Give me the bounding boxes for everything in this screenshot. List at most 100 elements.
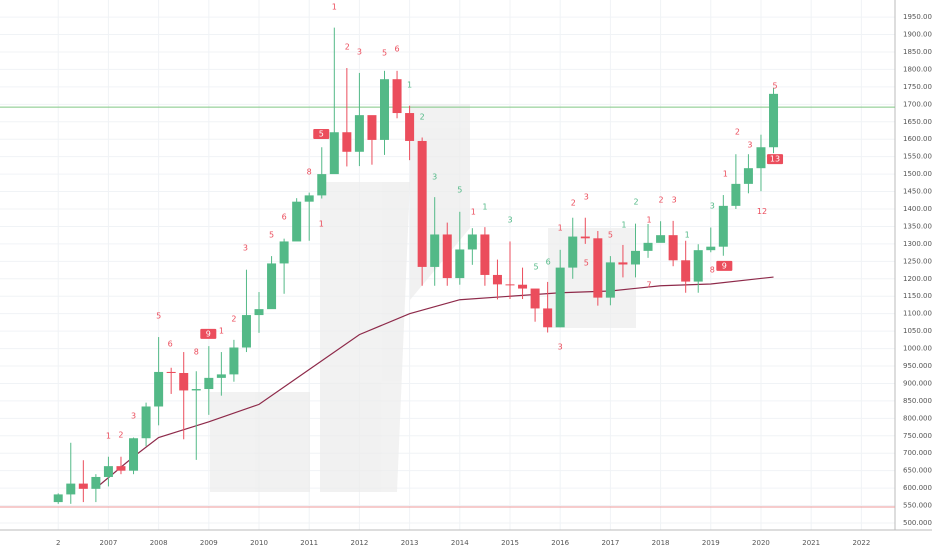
annotation: 2 (231, 314, 236, 323)
y-tick-label: 1400.000 (903, 205, 932, 213)
candle-body (718, 205, 728, 247)
annotation: 7 (646, 281, 651, 290)
annotation: 2 (420, 113, 425, 122)
annotation: 1 (685, 231, 690, 240)
annotation: 5 (608, 231, 613, 240)
candle-body (392, 79, 402, 114)
y-tick-label: 1850.000 (903, 48, 932, 56)
annotation: 6 (282, 213, 287, 222)
x-tick-label: 2017 (601, 539, 619, 547)
y-tick-label: 900.000 (903, 379, 932, 387)
candle-body (417, 140, 427, 267)
candle-body (480, 234, 490, 275)
y-tick-label: 550.000 (903, 502, 932, 510)
candle-body (342, 132, 352, 152)
candle-body (656, 235, 666, 243)
annotation: 1 (558, 223, 563, 232)
candle-body (743, 168, 753, 184)
annotation: 2 (118, 431, 123, 440)
annotation: 3 (672, 195, 677, 204)
candle-body (580, 236, 590, 239)
candle-body (731, 183, 741, 206)
annotation: 2 (735, 128, 740, 137)
annotation: 3 (747, 141, 752, 150)
y-tick-label: 1150.000 (903, 292, 932, 300)
candle-body (630, 250, 640, 265)
candle-body (756, 147, 766, 169)
y-tick-label: 1650.000 (903, 118, 932, 126)
y-tick-label: 1000.000 (903, 345, 932, 353)
candle-body (430, 234, 440, 267)
annotation: 5 (319, 129, 324, 138)
annotation: 9 (206, 329, 211, 338)
x-tick-label: 2009 (200, 539, 218, 547)
x-tick-label: 2010 (250, 539, 268, 547)
x-tick-label: 2013 (401, 539, 419, 547)
candle-body (216, 374, 226, 378)
annotation: 1 (621, 221, 626, 230)
annotation: 2 (345, 43, 350, 52)
candle-body (593, 238, 603, 298)
x-tick-label: 2 (56, 539, 60, 547)
annotation: 1 (723, 170, 728, 179)
annotation: 3 (584, 193, 589, 202)
annotation-box (767, 154, 784, 165)
candle-body (605, 262, 615, 298)
annotation: 5 (457, 186, 462, 195)
candle-body (267, 263, 277, 310)
x-tick-label: 2019 (702, 539, 720, 547)
y-tick-label: 1900.000 (903, 31, 932, 39)
candle-body (505, 284, 515, 286)
y-tick-label: 500.000 (903, 519, 932, 527)
candle-body (467, 234, 477, 250)
candle-body (706, 246, 716, 251)
annotation: 1 (319, 220, 324, 229)
y-tick-label: 700.000 (903, 449, 932, 457)
candle-body (129, 438, 139, 471)
annotation: 8 (194, 348, 199, 357)
candle-body (229, 347, 239, 375)
annotation: 13 (770, 155, 780, 164)
candle-body (241, 315, 251, 348)
x-tick-label: 2016 (551, 539, 569, 547)
candle-body (769, 93, 779, 148)
shade (320, 182, 410, 492)
candle-body (442, 234, 452, 279)
annotation: 5 (772, 82, 777, 91)
y-tick-label: 1550.000 (903, 153, 932, 161)
y-tick-label: 1700.000 (903, 100, 932, 108)
candle-body (204, 377, 214, 390)
x-tick-label: 2014 (451, 539, 469, 547)
annotation: 5 (534, 262, 539, 271)
y-tick-label: 1450.000 (903, 188, 932, 196)
annotation: 2 (633, 198, 638, 207)
annotation: 6 (168, 340, 173, 349)
annotation: 2 (571, 199, 576, 208)
candle-body (154, 371, 164, 407)
candle-body (179, 372, 189, 391)
candle-body (141, 406, 151, 439)
candle-body (354, 115, 364, 152)
y-tick-label: 1950.000 (903, 13, 932, 21)
x-tick-label: 2012 (350, 539, 368, 547)
y-tick-label: 850.000 (903, 397, 932, 405)
annotation: 1 (219, 327, 224, 336)
y-tick-label: 1800.000 (903, 65, 932, 73)
candle-body (191, 389, 201, 391)
candle-body (329, 132, 339, 175)
candle-body (405, 113, 415, 141)
candle-body (53, 494, 63, 503)
candle-body (693, 250, 703, 282)
annotation: 6 (546, 258, 551, 267)
annotation: 3 (131, 411, 136, 420)
candle-body (543, 308, 553, 328)
y-tick-label: 650.000 (903, 467, 932, 475)
annotation-box (200, 328, 217, 339)
candle-body (380, 79, 390, 140)
annotation-box (716, 260, 733, 271)
annotation: 5 (584, 259, 589, 268)
annotation: 9 (722, 261, 727, 270)
x-tick-label: 2021 (802, 539, 820, 547)
